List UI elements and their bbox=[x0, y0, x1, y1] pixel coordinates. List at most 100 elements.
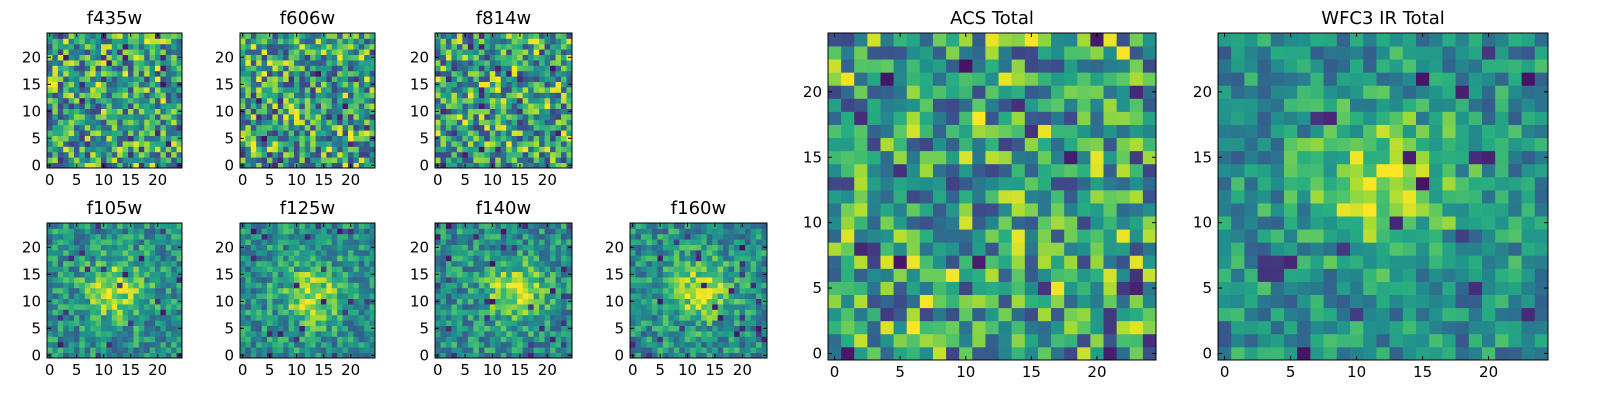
heatmap-cell bbox=[342, 43, 349, 50]
heatmap-cell bbox=[750, 271, 757, 278]
heatmap-cell bbox=[635, 352, 642, 359]
heatmap-cell bbox=[348, 81, 354, 88]
heatmap-cell bbox=[122, 70, 129, 77]
heatmap-cell bbox=[277, 114, 284, 120]
heatmap-cell bbox=[435, 331, 441, 337]
heatmap-cell bbox=[462, 54, 469, 61]
heatmap-cell bbox=[261, 43, 268, 50]
heatmap-cell bbox=[74, 320, 80, 326]
heatmap-cell bbox=[321, 341, 327, 348]
heatmap-cell bbox=[867, 176, 881, 191]
heatmap-cell bbox=[342, 331, 349, 337]
heatmap-cell bbox=[321, 309, 327, 316]
heatmap-cell bbox=[484, 151, 491, 158]
heatmap-cell bbox=[706, 331, 713, 337]
heatmap-cell bbox=[544, 114, 551, 120]
heatmap-cell bbox=[500, 282, 507, 289]
heatmap-cell bbox=[111, 54, 118, 61]
heatmap-cell bbox=[972, 189, 986, 204]
heatmap-cell bbox=[304, 287, 311, 294]
heatmap-cell bbox=[662, 287, 669, 294]
heatmap-cell bbox=[478, 250, 485, 256]
heatmap-cell bbox=[462, 320, 469, 326]
heatmap-cell bbox=[946, 242, 960, 256]
heatmap-cell bbox=[149, 135, 156, 142]
heatmap-cell bbox=[1116, 333, 1131, 348]
heatmap-cell bbox=[734, 277, 740, 283]
heatmap-cell bbox=[517, 97, 524, 104]
heatmap-cell bbox=[128, 293, 134, 299]
heatmap-cell bbox=[155, 60, 161, 66]
heatmap-cell bbox=[283, 282, 289, 289]
heatmap-cell bbox=[495, 325, 502, 332]
heatmap-cell bbox=[283, 277, 289, 283]
heatmap-cell bbox=[149, 271, 156, 278]
heatmap-cell bbox=[138, 244, 145, 251]
heatmap-cell bbox=[117, 223, 123, 229]
heatmap-cell bbox=[893, 216, 908, 230]
heatmap-cell bbox=[701, 347, 708, 353]
heatmap-cell bbox=[646, 277, 653, 283]
heatmap-cell bbox=[337, 97, 343, 104]
heatmap-cell bbox=[484, 60, 491, 66]
heatmap-cell bbox=[561, 65, 567, 72]
heatmap-cell bbox=[358, 223, 365, 229]
heatmap-cell bbox=[106, 60, 113, 66]
heatmap-cell bbox=[539, 298, 545, 305]
heatmap-cell bbox=[106, 320, 113, 326]
heatmap-cell bbox=[906, 307, 921, 322]
heatmap-cell bbox=[893, 294, 908, 309]
heatmap-cell bbox=[756, 336, 762, 343]
heatmap-cell bbox=[739, 347, 746, 353]
heatmap-cell bbox=[117, 92, 123, 99]
heatmap-cell bbox=[358, 352, 365, 359]
heatmap-cell bbox=[1024, 255, 1039, 269]
heatmap-cell bbox=[256, 314, 262, 321]
heatmap-cell bbox=[144, 130, 150, 136]
heatmap-cell bbox=[353, 239, 360, 245]
heatmap-cell bbox=[473, 60, 480, 66]
heatmap-cell bbox=[1077, 216, 1091, 230]
heatmap-cell bbox=[646, 347, 653, 353]
heatmap-cell bbox=[544, 54, 551, 61]
heatmap-cell bbox=[155, 92, 161, 99]
heatmap-cell bbox=[299, 304, 306, 310]
heatmap-cell bbox=[717, 250, 724, 256]
heatmap-cell bbox=[550, 108, 556, 115]
x-tick-label: 15 bbox=[314, 361, 333, 379]
heatmap-cell bbox=[256, 250, 262, 256]
heatmap-cell bbox=[533, 244, 540, 251]
heatmap-cell bbox=[267, 135, 273, 142]
heatmap-cell bbox=[144, 244, 150, 251]
axes-frame bbox=[434, 32, 573, 169]
heatmap-cell bbox=[517, 325, 524, 332]
heatmap-cell bbox=[484, 228, 491, 235]
heatmap-cell bbox=[462, 114, 469, 120]
heatmap-cell bbox=[353, 287, 360, 294]
heatmap-cell bbox=[445, 250, 452, 256]
heatmap-cell bbox=[52, 81, 59, 88]
heatmap-cell bbox=[57, 162, 64, 169]
heatmap-cell bbox=[106, 260, 113, 267]
heatmap-cell bbox=[122, 223, 129, 229]
heatmap-cell bbox=[165, 314, 172, 321]
heatmap-cell bbox=[155, 141, 161, 147]
heatmap-cell bbox=[299, 277, 306, 283]
heatmap-cell bbox=[435, 38, 441, 45]
heatmap-cell bbox=[337, 260, 343, 267]
heatmap-cell bbox=[369, 124, 376, 131]
heatmap-cell bbox=[662, 250, 669, 256]
heatmap-cell bbox=[299, 298, 306, 305]
heatmap-cell bbox=[555, 309, 562, 316]
x-tick-label: 20 bbox=[538, 171, 557, 189]
heatmap-cell bbox=[117, 124, 123, 131]
heatmap-cell bbox=[353, 54, 360, 61]
heatmap-cell bbox=[277, 38, 284, 45]
heatmap-cell bbox=[176, 331, 183, 337]
heatmap-cell bbox=[456, 162, 463, 169]
heatmap-cell bbox=[106, 277, 113, 283]
heatmap-cell bbox=[160, 60, 167, 66]
heatmap-cell bbox=[946, 255, 960, 269]
heatmap-cell bbox=[171, 309, 177, 316]
